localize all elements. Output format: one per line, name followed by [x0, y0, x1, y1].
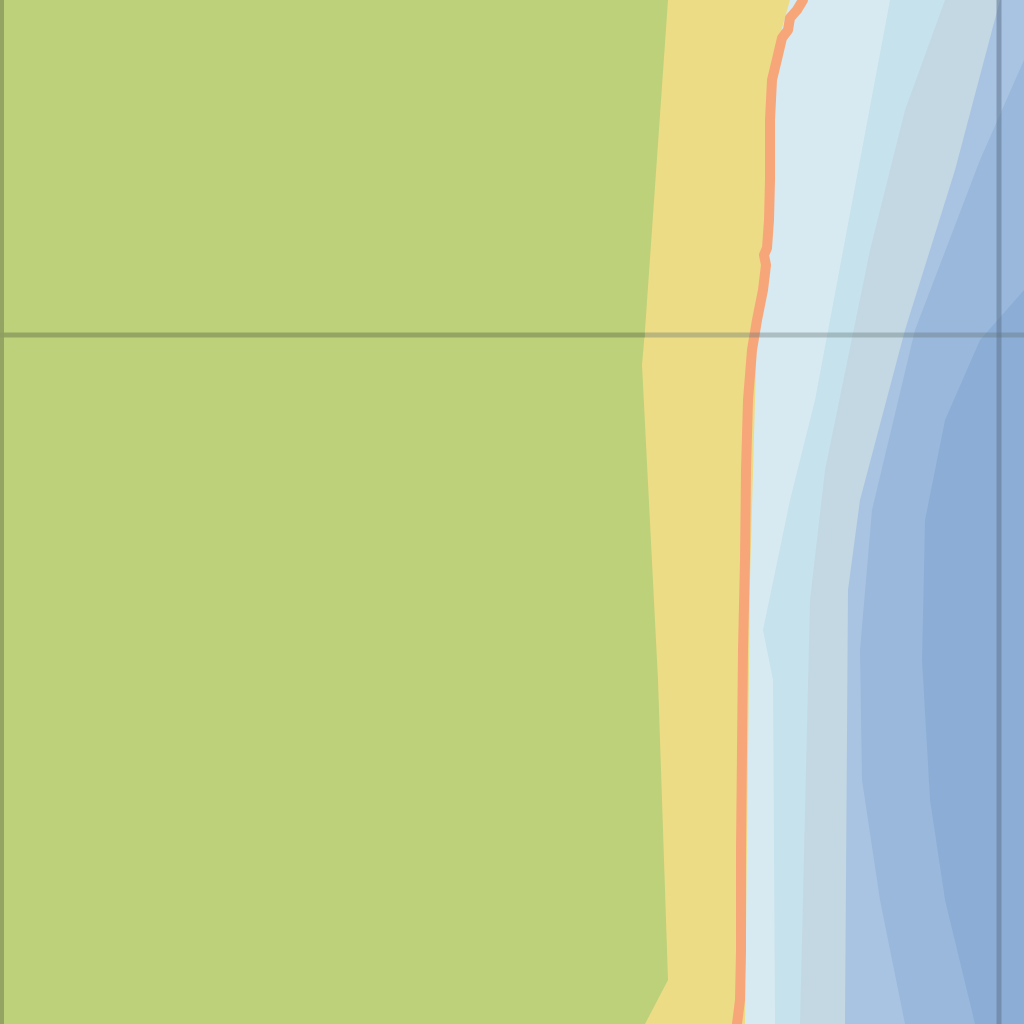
- shoreline: [732, 0, 808, 1024]
